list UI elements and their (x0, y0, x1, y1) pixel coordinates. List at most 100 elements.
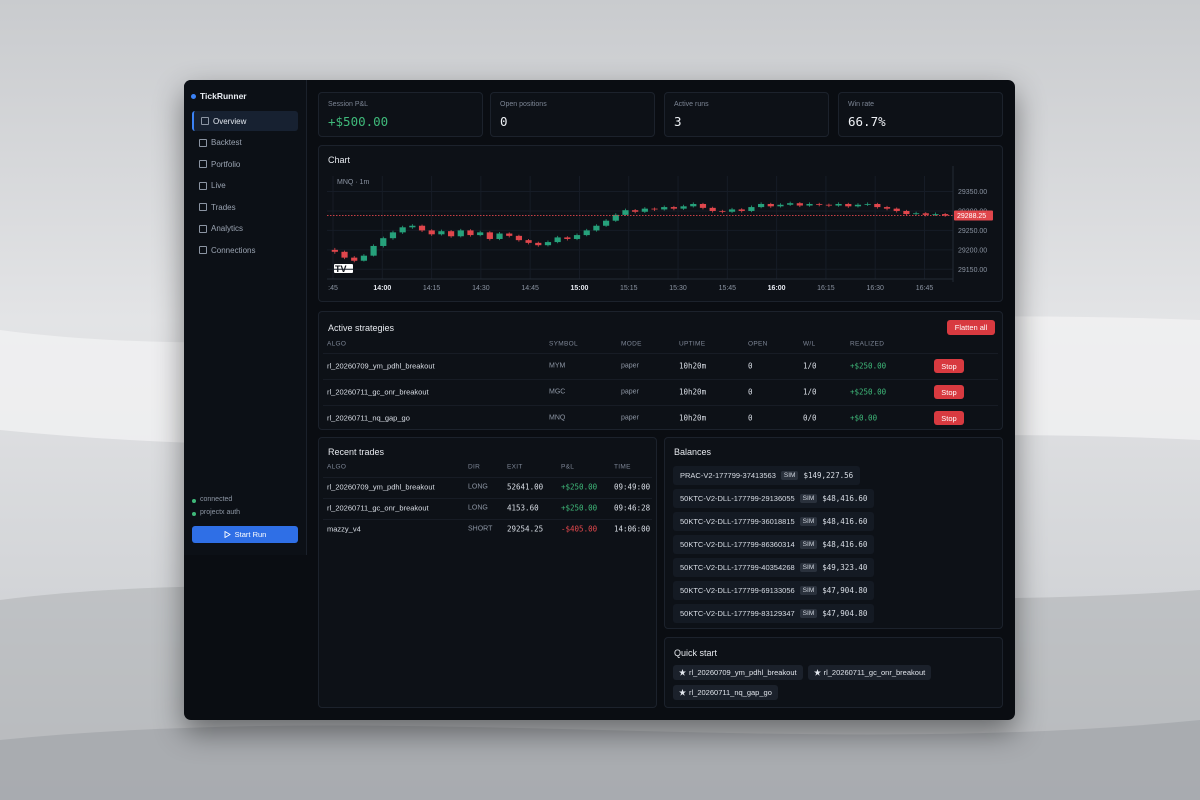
account-balance: $149,227.56 (803, 471, 854, 480)
nav-item[interactable]: Backtest (192, 133, 298, 153)
candle-body (661, 207, 668, 210)
table-cell: SHORT (468, 525, 493, 533)
star-shape (679, 669, 686, 676)
table-cell: rl_20260711_gc_onr_breakout (327, 503, 429, 513)
balance-row: 50KTC-V2-DLL-177799-83129347 SIM $47,904.8… (673, 603, 875, 626)
nav-item[interactable]: Overview (192, 111, 298, 131)
stat-label: Active runs (674, 101, 709, 108)
table-cell: 0/0 (803, 413, 817, 423)
chip-label: rl_20260709_ym_pdhl_breakout (689, 668, 797, 677)
brand-dot (191, 94, 196, 99)
account-name: 50KTC-V2-DLL-177799-86360314 (680, 540, 795, 549)
x-tick-label: 14:15 (423, 285, 441, 292)
stat-card: Session P&L +$500.00 (318, 92, 483, 137)
candle-body (825, 204, 833, 206)
table-cell: LONG (468, 483, 488, 491)
nav-item[interactable]: Analytics (192, 219, 298, 239)
quick-start-chip[interactable]: rl_20260711_nq_gap_go (673, 685, 778, 700)
nav-item[interactable]: Live (192, 176, 298, 196)
table-cell: MNQ (549, 414, 566, 422)
candle-body (893, 208, 900, 211)
candle-body (738, 209, 745, 211)
wave (0, 720, 1200, 800)
card-title: Chart (328, 155, 351, 165)
quick-start-card: Quick start rl_20260709_ym_pdhl_breakout… (664, 637, 1003, 708)
nav-item[interactable]: Portfolio (192, 154, 298, 174)
candle-body (777, 204, 784, 207)
candle-body (922, 213, 929, 215)
quick-start-chip[interactable]: rl_20260709_ym_pdhl_breakout (673, 665, 803, 680)
candle-body (632, 210, 639, 212)
stop-button[interactable]: Stop (934, 385, 964, 399)
chart-card: Chart MNQ · 1m TV 29150.00 29200.00 29250.… (318, 145, 1003, 302)
status-dot (192, 512, 196, 516)
x-tick-label: 14:45 (521, 285, 539, 292)
table-cell: 10h20m (679, 361, 707, 371)
row-separator (323, 379, 998, 380)
account-badge: SIM (799, 517, 818, 526)
column-header: SYMBOL (549, 340, 578, 348)
candle-body (854, 204, 862, 207)
button-label: Start Run (234, 530, 267, 539)
candle-body (447, 231, 455, 237)
nav-item[interactable]: Connections (192, 240, 298, 260)
stat-label: Win rate (848, 101, 875, 108)
table-cell: MYM (549, 362, 566, 370)
quick-start-list: rl_20260709_ym_pdhl_breakout rl_20260711_… (673, 665, 993, 705)
stat-card: Open positions 0 (490, 92, 655, 137)
balance-row: 50KTC-V2-DLL-177799-29136055 SIM $48,416.6… (673, 488, 875, 511)
y-tick-label: 29150.00 (958, 267, 987, 274)
column-header: P&L (561, 463, 575, 471)
table-cell: rl_20260711_gc_onr_breakout (327, 387, 429, 397)
table-cell: mazzy_v4 (327, 524, 361, 534)
flatten-all-button[interactable]: Flatten all (947, 320, 995, 335)
candle-body (787, 203, 794, 205)
stop-button[interactable]: Stop (934, 359, 964, 373)
star-shape (679, 689, 686, 696)
candle-body (564, 237, 571, 239)
table-cell: 1/0 (803, 387, 817, 397)
balance-row: 50KTC-V2-DLL-177799-86360314 SIM $48,416.6… (673, 534, 875, 557)
candle-body (360, 255, 368, 261)
candle-body (351, 257, 358, 261)
candle-body (835, 203, 842, 206)
start-run-button[interactable]: Start Run (192, 526, 298, 543)
status-text: connected (200, 496, 233, 503)
balance-list: PRAC-V2-177799-37413563 SIM $149,227.56 50K… (673, 465, 875, 626)
y-tick-label: 29250.00 (958, 228, 987, 235)
candle-body (515, 235, 523, 241)
nav-icon (199, 224, 207, 233)
table-cell: 09:49:00 (614, 482, 651, 492)
x-tick-label: 16:15 (817, 285, 835, 292)
nav-icon (199, 246, 207, 254)
x-tick-label: 14:00 (373, 285, 391, 292)
candle-body (573, 235, 581, 239)
candle-body (680, 206, 687, 209)
account-balance: $48,416.60 (822, 517, 868, 526)
balance-pill: 50KTC-V2-DLL-177799-36018815 SIM $48,416.6… (673, 512, 875, 531)
account-name: 50KTC-V2-DLL-177799-83129347 (680, 609, 795, 618)
account-balance: $49,323.40 (822, 563, 868, 572)
account-balance: $47,904.80 (822, 609, 868, 618)
quick-start-chip[interactable]: rl_20260711_gc_onr_breakout (807, 665, 932, 680)
balances-card: Balances PRAC-V2-177799-37413563 SIM $149,… (664, 437, 1003, 629)
y-tick-label: 29350.00 (958, 189, 987, 196)
candle-body (709, 207, 716, 211)
candle-body (583, 230, 590, 236)
candle-body (544, 242, 552, 246)
sidebar: TickRunner Overview Backtest Portfolio Live… (184, 80, 307, 555)
candle-body (506, 233, 513, 236)
candle-body (418, 225, 426, 231)
stop-button[interactable]: Stop (934, 411, 964, 425)
x-tick-label: 16:30 (866, 285, 884, 292)
table-cell: 4153.60 (507, 503, 539, 513)
nav-item[interactable]: Trades (192, 197, 298, 217)
nav-icon (199, 203, 207, 211)
candle-body (806, 203, 813, 206)
app-window: TickRunner Overview Backtest Portfolio Live… (184, 80, 1015, 720)
account-name: PRAC-V2-177799-37413563 (680, 471, 776, 480)
candle-body (370, 245, 377, 256)
last-price-label: 29288.25 (957, 213, 986, 220)
candle-body (767, 203, 774, 207)
stat-value: 66.7% (848, 114, 886, 129)
